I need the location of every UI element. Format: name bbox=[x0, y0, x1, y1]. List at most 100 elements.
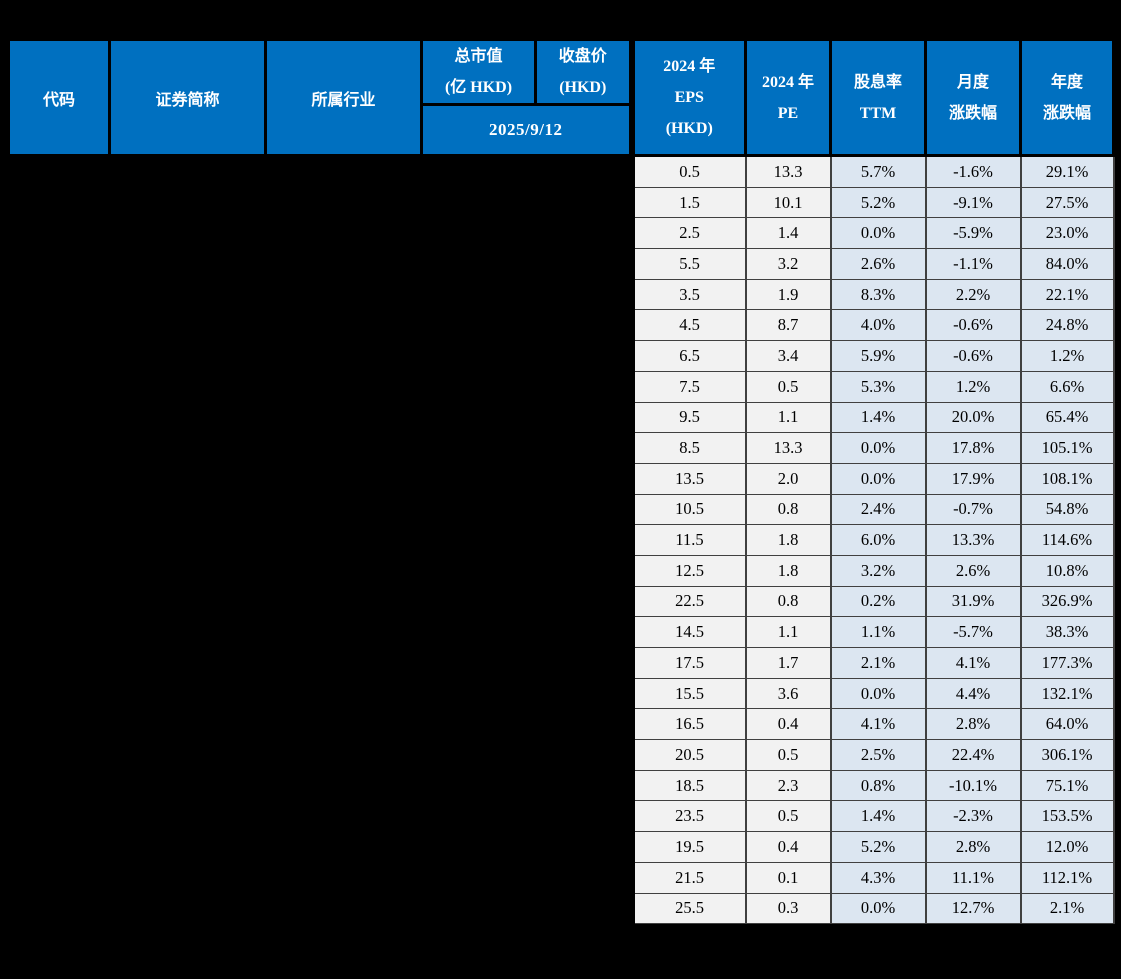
cell-close-price-redacted bbox=[534, 769, 633, 802]
cell-market-cap-redacted bbox=[420, 708, 537, 741]
cell-market-cap-redacted bbox=[420, 278, 537, 311]
cell-close-price-redacted bbox=[534, 677, 633, 710]
cell-monthly-change: 20.0% bbox=[924, 401, 1022, 434]
cell-dividend-yield: 0.8% bbox=[829, 769, 927, 802]
cell-pe: 13.3 bbox=[744, 155, 832, 188]
cell-eps: 0.5 bbox=[628, 155, 747, 188]
cell-market-cap-redacted bbox=[420, 340, 537, 372]
cell-name-redacted bbox=[108, 401, 267, 434]
cell-monthly-change: -0.6% bbox=[924, 309, 1022, 342]
cell-name-redacted bbox=[108, 769, 267, 802]
cell-pe: 3.4 bbox=[744, 340, 832, 372]
eps-label-line2: EPS bbox=[674, 89, 704, 106]
cell-monthly-change: 22.4% bbox=[924, 739, 1022, 771]
cell-close-price-redacted bbox=[534, 616, 633, 648]
col-header-monthly-change: 月度 涨跌幅 bbox=[924, 38, 1022, 157]
cell-eps: 15.5 bbox=[628, 677, 747, 710]
cell-name-redacted bbox=[108, 585, 267, 618]
cell-monthly-change: -5.9% bbox=[924, 217, 1022, 250]
cell-eps: 11.5 bbox=[628, 524, 747, 556]
close-price-label-line1: 收盘价 bbox=[558, 48, 607, 65]
table-row: 12.5 1.8 3.2% 2.6% 10.8% bbox=[7, 554, 1115, 587]
cell-name-redacted bbox=[108, 708, 267, 741]
cell-yearly-change: 153.5% bbox=[1019, 800, 1115, 833]
cell-eps: 2.5 bbox=[628, 217, 747, 250]
cell-pe: 0.8 bbox=[744, 493, 832, 526]
table-row: 7.5 0.5 5.3% 1.2% 6.6% bbox=[7, 370, 1115, 403]
cell-monthly-change: -1.6% bbox=[924, 155, 1022, 188]
cell-code-redacted bbox=[7, 155, 111, 188]
cell-monthly-change: -1.1% bbox=[924, 248, 1022, 280]
cell-eps: 6.5 bbox=[628, 340, 747, 372]
pe-label-line1: 2024 年 bbox=[761, 73, 814, 91]
cell-yearly-change: 12.0% bbox=[1019, 831, 1115, 863]
cell-name-redacted bbox=[108, 370, 267, 403]
pe-label-line2: PE bbox=[777, 104, 799, 122]
col-header-dividend-yield: 股息率 TTM bbox=[829, 38, 927, 157]
cell-code-redacted bbox=[7, 186, 111, 219]
cell-dividend-yield: 5.2% bbox=[829, 831, 927, 863]
cell-dividend-yield: 1.4% bbox=[829, 800, 927, 833]
cell-pe: 0.8 bbox=[744, 585, 832, 618]
cell-industry-redacted bbox=[264, 524, 423, 556]
cell-yearly-change: 114.6% bbox=[1019, 524, 1115, 556]
cell-market-cap-redacted bbox=[420, 462, 537, 495]
cell-industry-redacted bbox=[264, 370, 423, 403]
cell-eps: 1.5 bbox=[628, 186, 747, 219]
table-row: 14.5 1.1 1.1% -5.7% 38.3% bbox=[7, 616, 1115, 648]
cell-dividend-yield: 4.0% bbox=[829, 309, 927, 342]
cell-dividend-yield: 1.1% bbox=[829, 616, 927, 648]
cell-dividend-yield: 0.2% bbox=[829, 585, 927, 618]
cell-eps: 12.5 bbox=[628, 554, 747, 587]
cell-yearly-change: 177.3% bbox=[1019, 647, 1115, 679]
cell-market-cap-redacted bbox=[420, 186, 537, 219]
table-row: 18.5 2.3 0.8% -10.1% 75.1% bbox=[7, 769, 1115, 802]
cell-yearly-change: 84.0% bbox=[1019, 248, 1115, 280]
cell-code-redacted bbox=[7, 340, 111, 372]
cell-eps: 20.5 bbox=[628, 739, 747, 771]
cell-pe: 2.0 bbox=[744, 462, 832, 495]
cell-yearly-change: 54.8% bbox=[1019, 493, 1115, 526]
cell-pe: 1.1 bbox=[744, 616, 832, 648]
cell-eps: 14.5 bbox=[628, 616, 747, 648]
cell-name-redacted bbox=[108, 493, 267, 526]
cell-dividend-yield: 0.0% bbox=[829, 217, 927, 250]
cell-code-redacted bbox=[7, 769, 111, 802]
cell-name-redacted bbox=[108, 186, 267, 219]
cell-industry-redacted bbox=[264, 432, 423, 464]
cell-dividend-yield: 1.4% bbox=[829, 401, 927, 434]
cell-close-price-redacted bbox=[534, 524, 633, 556]
col-header-name: 证券简称 bbox=[108, 38, 267, 157]
cell-industry-redacted bbox=[264, 217, 423, 250]
table-row: 1.5 10.1 5.2% -9.1% 27.5% bbox=[7, 186, 1115, 219]
cell-yearly-change: 132.1% bbox=[1019, 677, 1115, 710]
table-row: 9.5 1.1 1.4% 20.0% 65.4% bbox=[7, 401, 1115, 434]
cell-monthly-change: 31.9% bbox=[924, 585, 1022, 618]
cell-code-redacted bbox=[7, 217, 111, 250]
cell-monthly-change: 1.2% bbox=[924, 370, 1022, 403]
table-row: 13.5 2.0 0.0% 17.9% 108.1% bbox=[7, 462, 1115, 495]
cell-name-redacted bbox=[108, 892, 267, 925]
cell-yearly-change: 27.5% bbox=[1019, 186, 1115, 219]
cell-monthly-change: -2.3% bbox=[924, 800, 1022, 833]
cell-industry-redacted bbox=[264, 647, 423, 679]
cell-code-redacted bbox=[7, 616, 111, 648]
cell-eps: 16.5 bbox=[628, 708, 747, 741]
cell-market-cap-redacted bbox=[420, 248, 537, 280]
eps-label-line1: 2024 年 bbox=[663, 58, 716, 75]
cell-close-price-redacted bbox=[534, 462, 633, 495]
cell-industry-redacted bbox=[264, 309, 423, 342]
table-row: 11.5 1.8 6.0% 13.3% 114.6% bbox=[7, 524, 1115, 556]
cell-pe: 0.5 bbox=[744, 739, 832, 771]
cell-pe: 1.8 bbox=[744, 554, 832, 587]
cell-eps: 4.5 bbox=[628, 309, 747, 342]
cell-eps: 19.5 bbox=[628, 831, 747, 863]
cell-pe: 13.3 bbox=[744, 432, 832, 464]
cell-monthly-change: -0.7% bbox=[924, 493, 1022, 526]
col-header-market-cap: 总市值 (亿 HKD) bbox=[420, 38, 537, 106]
cell-monthly-change: 17.9% bbox=[924, 462, 1022, 495]
cell-monthly-change: 4.1% bbox=[924, 647, 1022, 679]
table-row: 0.5 13.3 5.7% -1.6% 29.1% bbox=[7, 155, 1115, 188]
cell-dividend-yield: 0.0% bbox=[829, 462, 927, 495]
cell-market-cap-redacted bbox=[420, 739, 537, 771]
